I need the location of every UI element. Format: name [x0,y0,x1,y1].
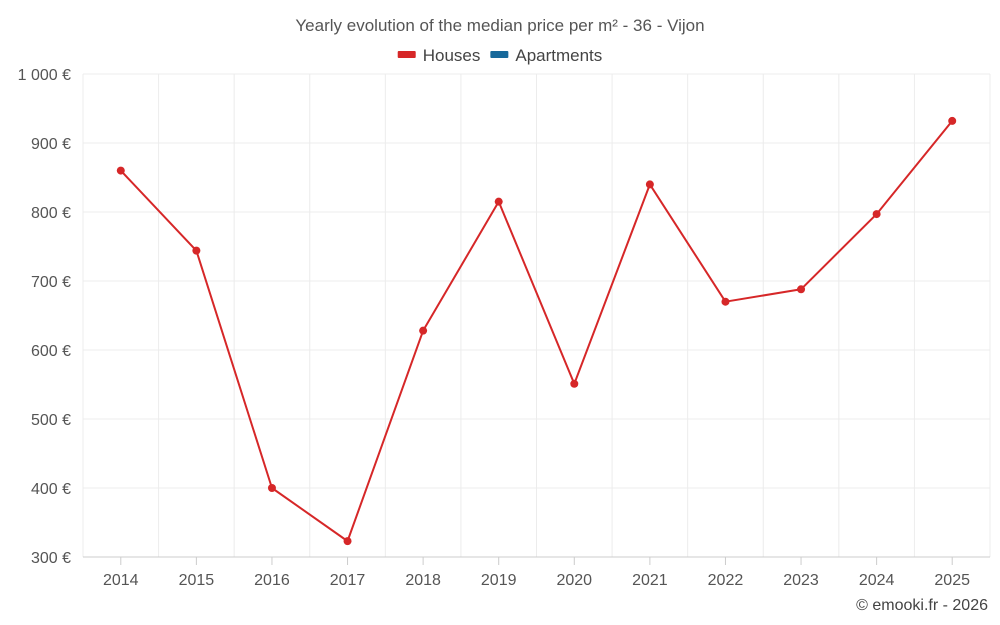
x-tick-label: 2019 [481,572,517,589]
data-point [721,297,730,306]
data-point [797,285,806,294]
y-tick-label: 300 € [31,550,71,567]
data-point [948,116,957,125]
x-tick-label: 2025 [934,572,970,589]
y-tick-label: 700 € [31,274,71,291]
grid [82,73,991,558]
x-tick-label: 2015 [179,572,215,589]
data-point [570,379,579,388]
data-point [645,180,654,189]
legend-swatch [490,51,509,58]
legend-item-houses: Houses [397,46,481,65]
credit-text: © emooki.fr - 2026 [856,597,988,614]
legend-item-apartments: Apartments [490,46,602,65]
y-tick-label: 800 € [31,205,71,222]
legend-label: Apartments [515,46,602,65]
chart-title: Yearly evolution of the median price per… [295,16,704,35]
data-point [343,537,352,546]
data-point [192,246,201,255]
y-axis: 300 € 400 € 500 € 600 € 700 € 800 € 900 € 1 000… [18,67,71,567]
data-point [494,197,503,206]
x-tick-label: 2024 [859,572,895,589]
series-line-houses [120,120,953,543]
data-point [419,326,428,335]
legend: Houses Apartments [397,46,602,65]
y-tick-label: 600 € [31,343,71,360]
data-point [267,484,276,492]
x-tick-label: 2023 [783,572,819,589]
data-point [872,210,881,219]
y-tick-label: 900 € [31,136,71,153]
x-tick-label: 2017 [330,572,366,589]
x-tick-label: 2020 [556,572,592,589]
legend-label: Houses [423,46,481,65]
x-tick-label: 2016 [254,572,290,589]
y-tick-label: 500 € [31,412,71,429]
y-tick-label: 1 000 € [18,67,71,84]
series-layer [116,116,957,546]
data-point [116,166,125,175]
x-tick-label: 2021 [632,572,668,589]
x-tick-label: 2014 [103,572,139,589]
x-tick-label: 2022 [708,572,744,589]
x-axis: 2014 2015 2016 2017 2018 2019 2020 2021 2022 2023… [83,556,990,589]
legend-swatch [397,51,416,58]
y-tick-label: 400 € [31,481,71,498]
x-tick-label: 2018 [405,572,441,589]
